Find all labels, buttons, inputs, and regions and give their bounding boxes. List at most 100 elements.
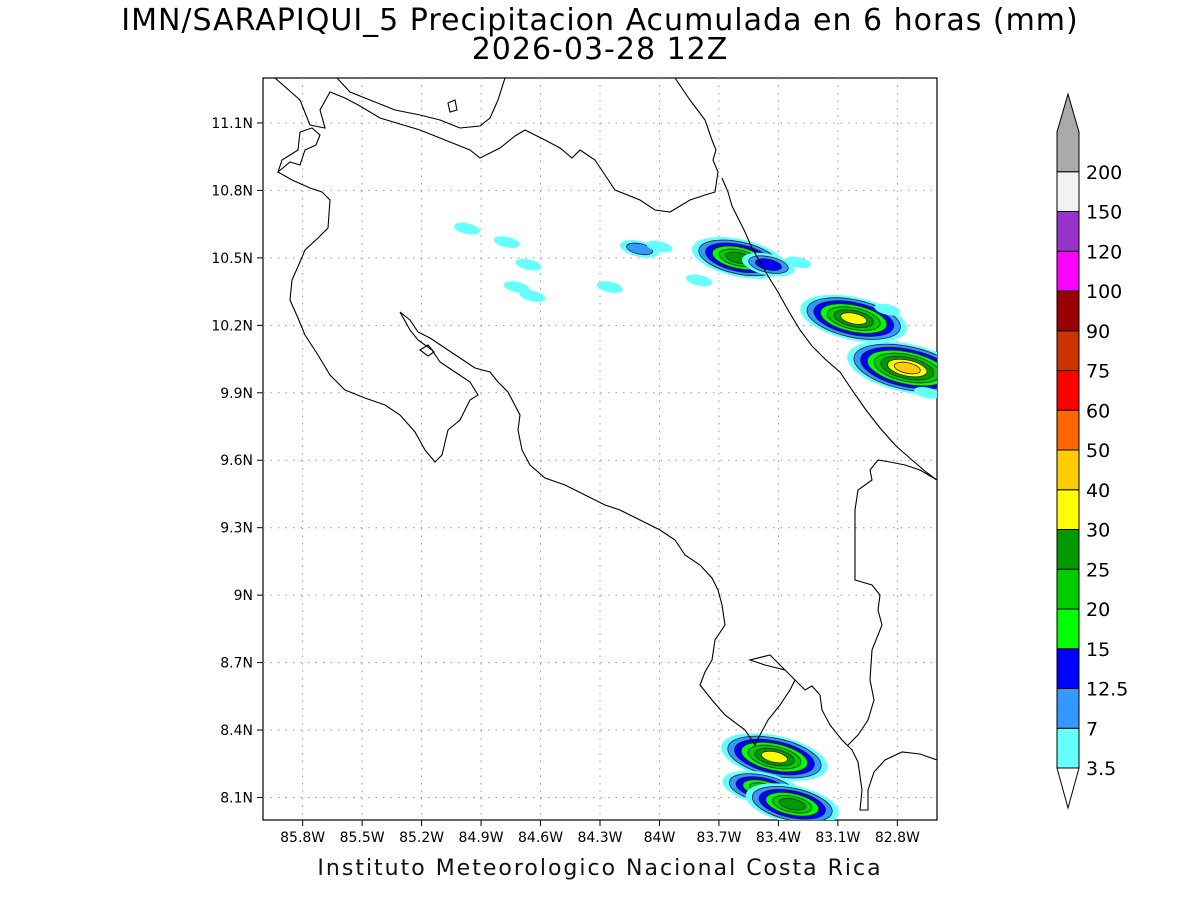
x-tick-label: 82.8W: [875, 830, 920, 846]
colorbar-over-arrow: [1056, 92, 1080, 173]
island-ometepe: [447, 99, 458, 113]
caribbean-coast: [721, 177, 937, 481]
colorbar-swatch: [1056, 409, 1080, 451]
colorbar-swatch: [1056, 449, 1080, 491]
y-tick-label: 9.9N: [220, 386, 253, 402]
colorbar-swatch: [1056, 370, 1080, 411]
map-title: IMN/SARAPIQUI_5 Precipitacion Acumulada …: [121, 3, 1079, 38]
precip-cell: [515, 258, 542, 271]
y-tick-label: 10.2N: [211, 318, 253, 334]
colorbar-label: 50: [1086, 440, 1110, 462]
colorbar: 3.5 7 12.5 15 20 25 30 40 50 60 75 90 100 120 150 200: [1056, 92, 1128, 810]
x-tick-label: 84.6W: [518, 830, 563, 846]
colorbar-swatch: [1056, 290, 1080, 332]
precip-contour: [893, 361, 921, 375]
colorbar-label: 150: [1086, 202, 1122, 224]
colorbar-label: 30: [1086, 520, 1110, 542]
colorbar-label: 12.5: [1086, 679, 1128, 701]
colorbar-label: 60: [1086, 400, 1110, 422]
precip-cell: [785, 256, 812, 269]
colorbar-swatch: [1056, 608, 1080, 650]
colorbar-swatch: [1056, 727, 1080, 769]
y-tick-label: 8.7N: [220, 656, 253, 672]
map-frame: [262, 77, 938, 821]
precipitation-layer: [454, 222, 937, 820]
precip-contour: [493, 236, 520, 248]
colorbar-label: 200: [1086, 162, 1122, 184]
coastline-layer: [274, 78, 937, 811]
map-datetime: 2026-03-28 12Z: [471, 32, 729, 67]
y-tick-label: 8.4N: [220, 723, 253, 739]
colorbar-swatch: [1056, 688, 1080, 729]
y-tick-label: 8.1N: [220, 791, 253, 807]
colorbar-swatch: [1056, 568, 1080, 610]
y-tick-label: 10.5N: [211, 251, 253, 267]
y-axis: 11.1N 10.8N 10.5N 10.2N 9.9N 9.6N 9.3N 9N 8.7N 8.…: [211, 116, 263, 807]
precip-cell: [742, 252, 795, 277]
precip-cell: [800, 294, 908, 343]
colorbar-label: 40: [1086, 480, 1110, 502]
precip-contour: [646, 240, 673, 253]
precip-contour: [785, 256, 812, 269]
colorbar-label: 7: [1086, 718, 1098, 740]
precip-contour: [755, 258, 782, 271]
precip-contour: [778, 798, 806, 811]
y-tick-label: 11.1N: [211, 116, 253, 132]
precip-cell: [596, 281, 623, 293]
x-tick-label: 83.4W: [756, 830, 801, 846]
precip-contour: [503, 281, 530, 293]
precip-contour: [686, 274, 713, 287]
precip-contour: [760, 750, 788, 764]
colorbar-label: 20: [1086, 599, 1110, 621]
x-tick-label: 85.8W: [280, 830, 325, 846]
precip-contour: [840, 312, 868, 325]
precip-cell: [692, 237, 786, 279]
nicoya-gulf-island: [419, 344, 435, 357]
precip-contour: [519, 290, 546, 302]
precip-contour: [914, 386, 937, 399]
precip-contour: [874, 303, 901, 316]
x-tick-label: 85.2W: [399, 830, 444, 846]
precip-cell: [454, 222, 481, 235]
x-axis: 85.8W 85.5W 85.2W 84.9W 84.6W 84.3W 84W 83.7W 83…: [280, 820, 920, 846]
colorbar-swatch: [1056, 648, 1080, 689]
colorbar-label: 75: [1086, 361, 1110, 383]
colorbar-label: 90: [1086, 321, 1110, 343]
colorbar-under-arrow: [1056, 767, 1080, 810]
nicaragua-coast-north: [274, 78, 719, 213]
precip-cell: [874, 303, 901, 316]
colorbar-swatch: [1056, 250, 1080, 292]
precip-cell: [686, 274, 713, 287]
map-credit: Instituto Meteorologico Nacional Costa R…: [317, 856, 883, 881]
x-tick-label: 83.1W: [815, 830, 860, 846]
colorbar-label: 100: [1086, 281, 1122, 303]
colorbar-swatch: [1056, 529, 1080, 570]
precip-cell: [493, 236, 520, 248]
x-tick-label: 84.3W: [577, 830, 622, 846]
colorbar-label: 120: [1086, 241, 1122, 263]
precip-cell: [646, 240, 673, 253]
precip-cell: [721, 733, 828, 781]
x-tick-label: 83.7W: [696, 830, 741, 846]
panama-border: [847, 459, 937, 746]
precip-contour: [454, 222, 481, 235]
colorbar-swatch: [1056, 489, 1080, 530]
precip-cell: [745, 783, 839, 820]
precip-contour: [596, 281, 623, 293]
precip-cell: [914, 386, 937, 399]
colorbar-label: 25: [1086, 559, 1110, 581]
precip-contour: [626, 242, 654, 256]
colorbar-swatch: [1056, 211, 1080, 252]
lake-nicaragua-shore: [336, 78, 506, 129]
colorbar-swatch: [1056, 330, 1080, 371]
y-tick-label: 9N: [234, 588, 253, 604]
colorbar-swatch: [1056, 171, 1080, 212]
y-tick-label: 9.3N: [220, 521, 253, 537]
x-tick-label: 85.5W: [340, 830, 385, 846]
precip-cell: [519, 290, 546, 302]
costa-rica-pacific-coast: [277, 127, 937, 811]
y-tick-label: 9.6N: [220, 453, 253, 469]
y-tick-label: 10.8N: [211, 183, 253, 199]
colorbar-label: 15: [1086, 639, 1110, 661]
